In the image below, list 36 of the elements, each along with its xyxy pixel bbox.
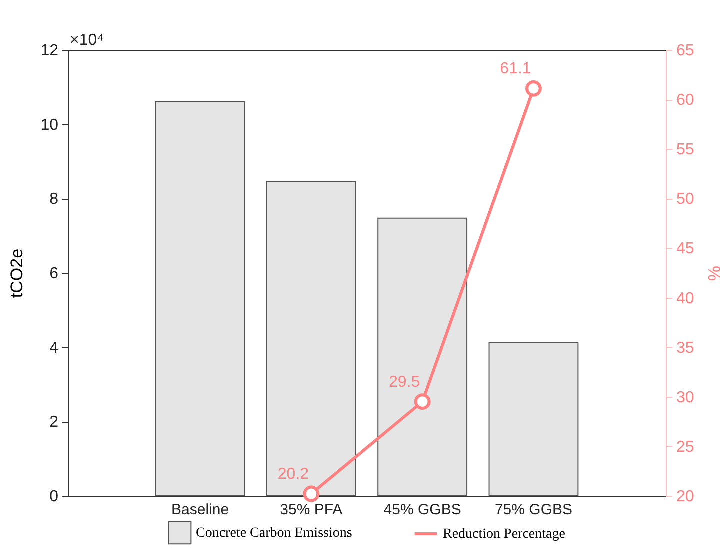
- data-label: 29.5: [389, 374, 420, 391]
- text: ×10⁴: [70, 32, 104, 49]
- y2-tick-label: 20: [676, 488, 694, 506]
- y-tick-label: 2: [50, 414, 59, 432]
- bar: [155, 102, 246, 496]
- data-label: 20.2: [278, 466, 310, 484]
- y-tick-label: 12: [40, 42, 59, 60]
- y2-tick-label: 50: [676, 191, 694, 208]
- point: [303, 486, 320, 502]
- y2-tick-label: 60: [676, 92, 694, 110]
- y2-tick-label: 35: [676, 340, 694, 357]
- x-tick-label: 75% GGBS: [494, 502, 572, 518]
- bar: [488, 342, 579, 496]
- y-axis-title: tCO2e: [8, 248, 27, 298]
- bar: [378, 218, 468, 496]
- bar: [266, 181, 356, 496]
- y-tick-label: 6: [50, 266, 59, 282]
- legend-label: Concrete Carbon Emissions: [196, 526, 352, 541]
- y-tick-label: 4: [50, 340, 59, 357]
- y-tick-label: 10: [40, 116, 59, 134]
- y-tick-label: 8: [50, 191, 59, 208]
- y2-axis-title: %: [704, 266, 720, 282]
- data-label: 61.1: [500, 60, 532, 78]
- y2-tick-label: 30: [676, 389, 694, 406]
- y-tick-label: 0: [50, 488, 59, 506]
- point: [414, 394, 431, 410]
- y2-tick-label: 45: [676, 240, 694, 258]
- legend-label: Reduction Percentage: [443, 527, 566, 542]
- y2-tick-label: 25: [676, 438, 694, 456]
- y2-tick-label: 40: [676, 290, 694, 308]
- x-tick-label: 45% GGBS: [384, 502, 462, 518]
- x-tick-label: Baseline: [172, 502, 230, 518]
- x-tick-label: 35% PFA: [280, 502, 343, 518]
- point: [526, 80, 542, 97]
- y2-tick-label: 55: [676, 142, 694, 159]
- y2-tick-label: 65: [676, 42, 694, 60]
